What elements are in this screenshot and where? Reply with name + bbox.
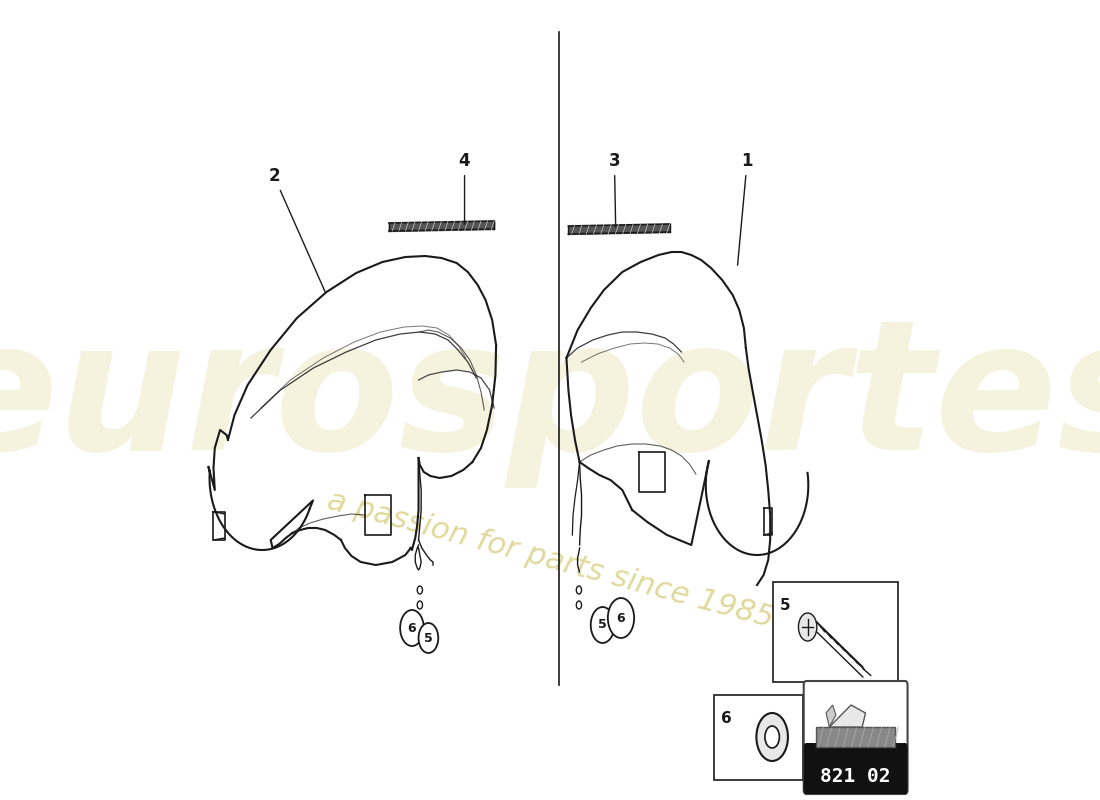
Circle shape <box>591 607 615 643</box>
Text: 5: 5 <box>598 618 607 631</box>
Circle shape <box>576 586 582 594</box>
Circle shape <box>608 598 634 638</box>
Text: 5: 5 <box>780 598 791 613</box>
Bar <box>714 695 803 780</box>
Circle shape <box>400 610 424 646</box>
Circle shape <box>576 601 582 609</box>
Circle shape <box>417 586 422 594</box>
Text: 1: 1 <box>738 152 752 266</box>
Text: 6: 6 <box>408 622 416 634</box>
Text: a passion for parts since 1985: a passion for parts since 1985 <box>323 486 777 634</box>
Bar <box>773 582 899 682</box>
Bar <box>816 727 895 747</box>
Circle shape <box>764 726 780 748</box>
Polygon shape <box>826 705 836 727</box>
Text: 3: 3 <box>608 152 620 227</box>
Circle shape <box>418 623 438 653</box>
Circle shape <box>417 601 422 609</box>
Text: 4: 4 <box>459 152 471 224</box>
Text: 2: 2 <box>268 167 326 293</box>
FancyBboxPatch shape <box>804 743 908 794</box>
Text: 6: 6 <box>720 711 732 726</box>
Circle shape <box>799 613 817 641</box>
Bar <box>808 750 902 787</box>
Text: 6: 6 <box>617 611 625 625</box>
FancyBboxPatch shape <box>804 681 908 794</box>
Circle shape <box>757 713 788 761</box>
Text: 5: 5 <box>424 631 432 645</box>
Text: eurosportes: eurosportes <box>0 312 1100 488</box>
Text: 821 02: 821 02 <box>821 766 891 786</box>
Polygon shape <box>829 705 866 727</box>
